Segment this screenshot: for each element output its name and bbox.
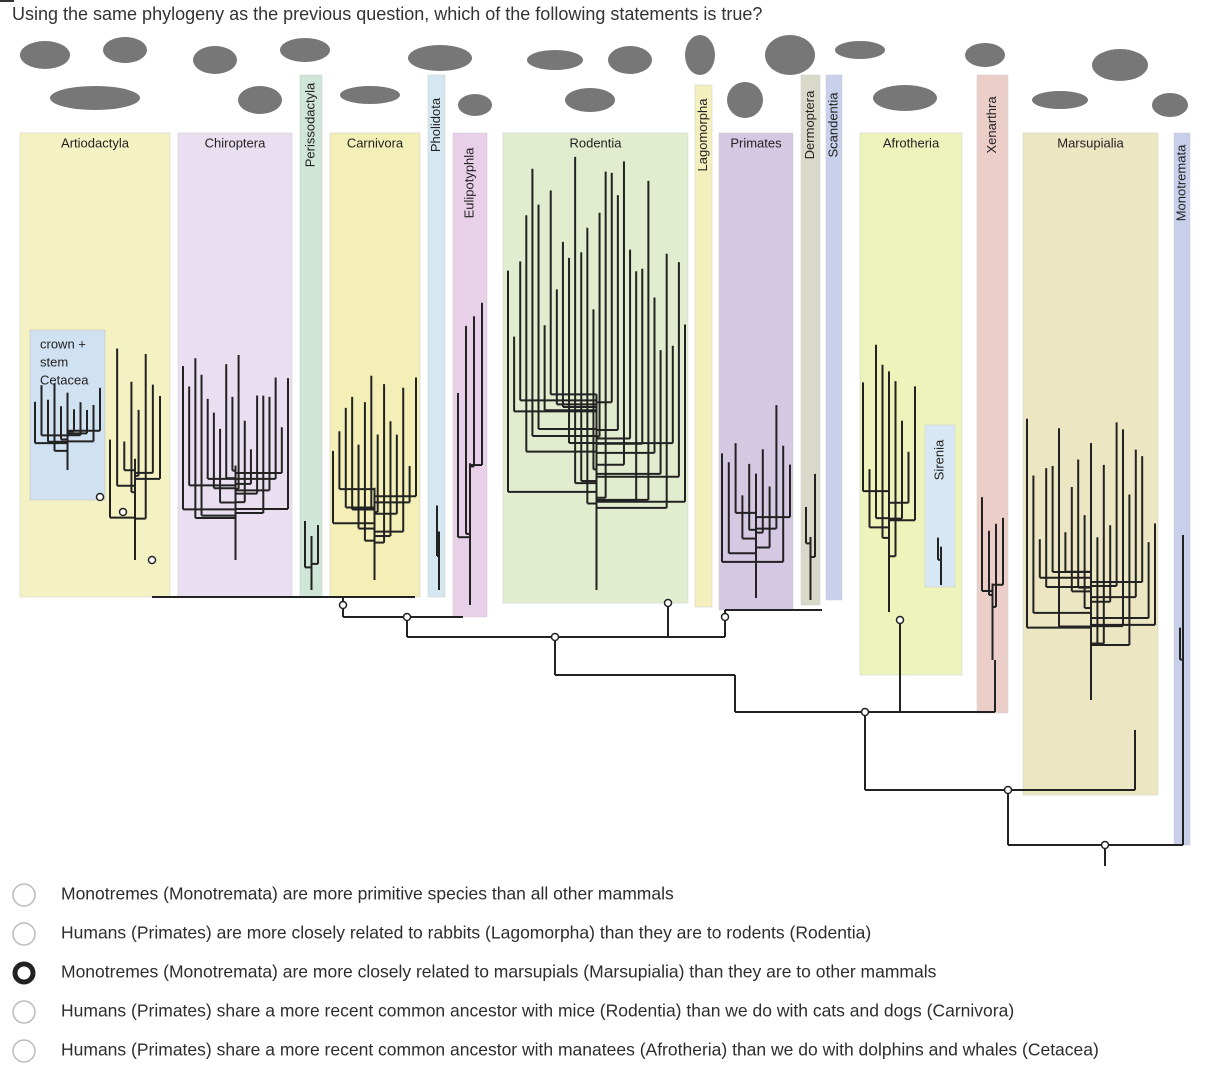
node [402, 612, 412, 622]
answer-option[interactable]: Monotremes (Monotremata) are more primit… [61, 884, 674, 904]
clade-label: Perissodactyla [302, 82, 317, 167]
phylogeny [34, 156, 1184, 866]
node [895, 615, 905, 625]
clade-box [800, 74, 821, 606]
animal-icons [20, 35, 1188, 118]
clade-label: Eulipotyphla [461, 147, 476, 219]
clade-label: Afrotheria [883, 135, 940, 150]
clade-box [694, 84, 713, 608]
clade-label: Pholidota [428, 97, 443, 152]
answer-option[interactable]: Humans (Primates) share a more recent co… [61, 1040, 1099, 1060]
clade-label: Scandentia [825, 92, 840, 158]
clade-label: Lagomorpha [695, 98, 710, 172]
clade-label: Chiroptera [205, 135, 266, 150]
cetacea-label: Cetacea [40, 372, 89, 387]
node [1100, 840, 1110, 850]
node [95, 492, 105, 502]
clade-label: Primates [730, 135, 782, 150]
radio-button[interactable] [12, 961, 36, 985]
radio-button[interactable] [12, 883, 36, 907]
radio-button[interactable] [12, 1000, 36, 1024]
node [550, 632, 560, 642]
radio-button[interactable] [12, 922, 36, 946]
clade-label: Artiodactyla [61, 135, 130, 150]
radio-button[interactable] [12, 1039, 36, 1063]
clade-box [427, 74, 446, 598]
clade-label: Dermoptera [802, 90, 817, 159]
node [860, 707, 870, 717]
node [720, 612, 730, 622]
cetacea-label: crown + [40, 336, 86, 351]
node [1003, 785, 1013, 795]
question: Using the same phylogeny as the previous… [12, 4, 762, 24]
node [147, 555, 157, 565]
answer-option[interactable]: Monotremes (Monotremata) are more closel… [61, 962, 937, 982]
clade-box [825, 74, 843, 601]
clade-label: Carnivora [347, 135, 404, 150]
cetacea-label: stem [40, 354, 68, 369]
node [663, 598, 673, 608]
clade-label: Marsupialia [1057, 135, 1124, 150]
clade-label: Sirenia [931, 439, 946, 480]
clade-label: Xenarthra [984, 96, 999, 154]
node [118, 507, 128, 517]
clade-label: Rodentia [569, 135, 622, 150]
node [338, 600, 348, 610]
answer-option[interactable]: Humans (Primates) are more closely relat… [61, 923, 871, 943]
answer-option[interactable]: Humans (Primates) share a more recent co… [61, 1001, 1014, 1021]
clade-label: Monotremata [1173, 144, 1188, 221]
